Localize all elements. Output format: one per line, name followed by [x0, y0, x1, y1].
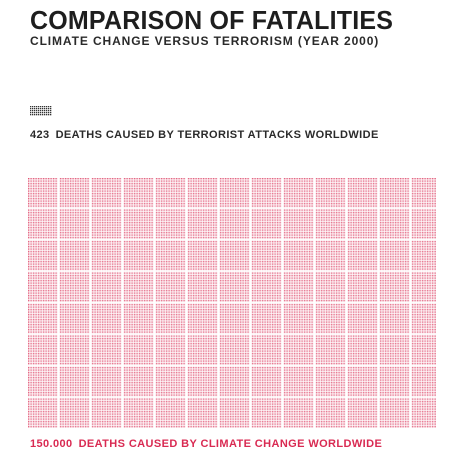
terrorism-dot-block — [30, 106, 52, 116]
terrorism-dot — [42, 106, 44, 108]
terrorism-dot — [44, 112, 46, 114]
terrorism-count: 423 — [30, 129, 50, 141]
terrorism-dot — [34, 114, 36, 116]
terrorism-dot — [50, 110, 52, 112]
terrorism-dot — [40, 110, 42, 112]
terrorism-dot — [48, 112, 50, 114]
terrorism-dot — [42, 110, 44, 112]
terrorism-dot — [38, 114, 40, 116]
climate-label-row: 150.000 DEATHS CAUSED BY CLIMATE CHANGE W… — [30, 438, 382, 450]
terrorism-dot — [38, 106, 40, 108]
terrorism-dot — [50, 112, 52, 114]
terrorism-dot — [48, 106, 50, 108]
terrorism-dot — [40, 114, 42, 116]
terrorism-dot — [44, 110, 46, 112]
climate-dot-grid — [28, 178, 436, 428]
chart-subtitle: CLIMATE CHANGE VERSUS TERRORISM (YEAR 20… — [30, 34, 380, 48]
terrorism-dot — [42, 112, 44, 114]
terrorism-dot — [32, 106, 34, 108]
terrorism-dot — [48, 114, 50, 116]
chart-title: COMPARISON OF FATALITIES — [30, 6, 394, 36]
terrorism-dot — [36, 110, 38, 112]
terrorism-dot — [38, 110, 40, 112]
climate-count: 150.000 — [30, 438, 73, 450]
terrorism-dot — [34, 112, 36, 114]
terrorism-dot — [48, 110, 50, 112]
terrorism-dot — [32, 114, 34, 116]
terrorism-dot — [50, 114, 52, 116]
terrorism-dot — [48, 108, 50, 110]
terrorism-dot — [38, 112, 40, 114]
terrorism-dot — [34, 108, 36, 110]
terrorism-dot — [32, 110, 34, 112]
terrorism-dot — [46, 114, 48, 116]
terrorism-dot — [46, 110, 48, 112]
terrorism-dot — [30, 110, 32, 112]
terrorism-dot — [36, 108, 38, 110]
terrorism-dot — [42, 108, 44, 110]
terrorism-dot — [34, 110, 36, 112]
terrorism-dot — [38, 108, 40, 110]
terrorism-dot — [40, 106, 42, 108]
terrorism-dot — [32, 112, 34, 114]
terrorism-label: DEATHS CAUSED BY TERRORIST ATTACKS WORLD… — [55, 129, 379, 141]
terrorism-dot — [42, 114, 44, 116]
terrorism-label-row: 423 DEATHS CAUSED BY TERRORIST ATTACKS WO… — [30, 129, 379, 141]
terrorism-dot — [30, 114, 32, 116]
terrorism-dot — [36, 112, 38, 114]
terrorism-dot — [46, 108, 48, 110]
terrorism-dot — [40, 108, 42, 110]
terrorism-dot — [34, 106, 36, 108]
terrorism-dot — [30, 108, 32, 110]
terrorism-dot — [30, 106, 32, 108]
terrorism-dot — [30, 112, 32, 114]
terrorism-dot — [44, 114, 46, 116]
terrorism-dot — [44, 106, 46, 108]
terrorism-dot — [36, 106, 38, 108]
terrorism-dot — [46, 106, 48, 108]
terrorism-dot — [40, 112, 42, 114]
terrorism-dot — [50, 106, 52, 108]
terrorism-dot — [36, 114, 38, 116]
climate-label: DEATHS CAUSED BY CLIMATE CHANGE WORLDWID… — [78, 438, 383, 450]
terrorism-dot — [46, 112, 48, 114]
terrorism-dot — [44, 108, 46, 110]
terrorism-dot — [50, 108, 52, 110]
terrorism-dot — [32, 108, 34, 110]
